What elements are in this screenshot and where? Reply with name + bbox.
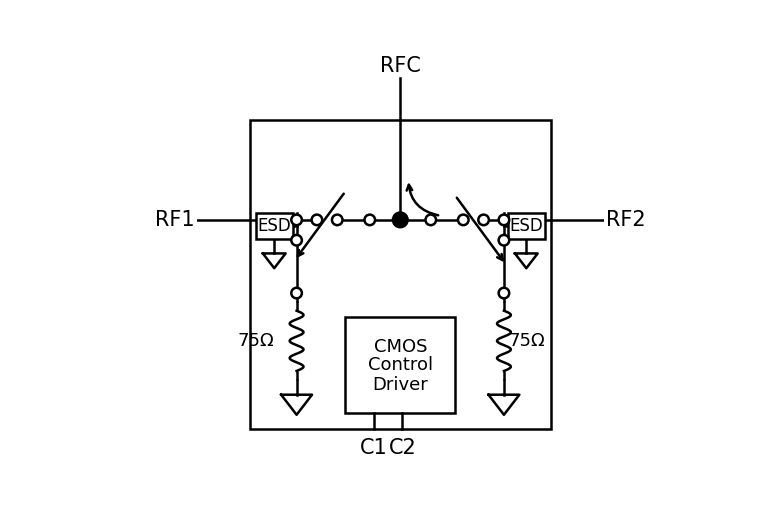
Circle shape (291, 288, 302, 298)
Text: ESD: ESD (509, 217, 543, 235)
Circle shape (498, 288, 509, 298)
Text: Driver: Driver (373, 376, 428, 394)
Text: C1: C1 (360, 438, 387, 458)
Text: CMOS: CMOS (373, 338, 427, 356)
Text: 75Ω: 75Ω (237, 332, 274, 350)
Text: C2: C2 (388, 438, 416, 458)
Text: RF1: RF1 (155, 210, 195, 230)
Bar (250, 120, 551, 429)
Circle shape (458, 214, 469, 225)
Bar (508, 213, 544, 239)
Bar (345, 317, 455, 413)
Text: Control: Control (368, 356, 433, 374)
Circle shape (498, 235, 509, 246)
Circle shape (365, 214, 375, 225)
Circle shape (332, 214, 343, 225)
Circle shape (426, 214, 436, 225)
Text: RFC: RFC (380, 55, 421, 76)
Circle shape (312, 214, 323, 225)
Text: ESD: ESD (258, 217, 291, 235)
Circle shape (393, 213, 408, 227)
Circle shape (498, 214, 509, 225)
Circle shape (291, 235, 302, 246)
Text: 75Ω: 75Ω (508, 332, 544, 350)
Text: RF2: RF2 (605, 210, 645, 230)
Circle shape (291, 214, 302, 225)
Circle shape (478, 214, 489, 225)
Bar (256, 213, 293, 239)
